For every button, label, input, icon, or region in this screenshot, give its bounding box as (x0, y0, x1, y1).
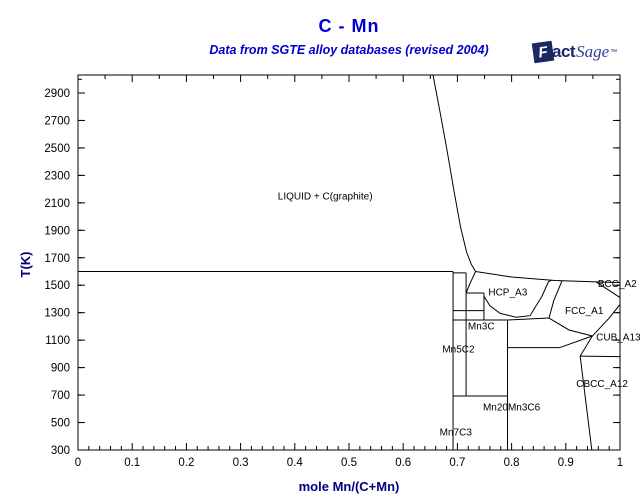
x-tick-label: 0.4 (287, 457, 304, 469)
boundary-fcc-mn23c6-top (507, 317, 550, 321)
boundary-fcc-cub-boundary (591, 304, 621, 337)
factsage-logo-fact-text: act (552, 42, 576, 61)
y-tick-label: 2300 (44, 170, 70, 182)
y-tick-label: 700 (51, 390, 70, 402)
boundary-bcc-fcc-boundary (595, 281, 621, 298)
x-tick-label: 0.9 (558, 457, 574, 469)
y-axis-title: T(K) (18, 252, 33, 278)
phase-label-bcc-a2: BCC_A2 (598, 279, 637, 290)
phase-label-mn5c2: Mn5C2 (442, 344, 475, 355)
trademark-symbol: ™ (610, 48, 618, 56)
boundary-liquidus-graphite (432, 74, 476, 272)
y-tick-label: 2500 (44, 143, 70, 155)
y-tick-label: 1900 (44, 225, 70, 237)
phase-label-mn20mn3c6: Mn20Mn3C6 (483, 403, 541, 414)
y-tick-label: 1300 (44, 308, 70, 320)
phase-label-mn7c3: Mn7C3 (440, 428, 473, 439)
boundary-cub-bottom-left (579, 335, 593, 357)
y-tick-label: 900 (51, 363, 70, 375)
y-tick-label: 300 (51, 445, 70, 457)
phase-label-hcp-a3: HCP_A3 (488, 288, 527, 299)
y-tick-label: 2100 (44, 198, 70, 210)
boundary-cbcc-left-slant (579, 356, 593, 451)
y-tick-label: 1700 (44, 253, 70, 265)
y-tick-label: 1100 (45, 335, 70, 347)
boundary-cub-sliver (559, 335, 593, 349)
phase-label-cbcc-a12: CBCC_A12 (576, 379, 628, 390)
chart-title: C - Mn (318, 16, 380, 36)
x-tick-label: 0.6 (395, 457, 411, 469)
plot-frame (77, 74, 621, 451)
boundary-hcp-left (465, 271, 477, 294)
x-axis-title: mole Mn/(C+Mn) (299, 479, 400, 494)
x-tick-label: 1 (617, 457, 623, 469)
y-tick-label: 1500 (44, 280, 70, 292)
x-tick-label: 0.7 (449, 457, 465, 469)
x-tick-label: 0 (75, 457, 81, 469)
chart-subtitle: Data from SGTE alloy databases (revised … (209, 43, 489, 57)
factsage-logo-square-icon: F (531, 40, 555, 64)
x-tick-label: 0.8 (504, 457, 520, 469)
x-tick-label: 0.1 (124, 457, 140, 469)
x-tick-label: 0.3 (233, 457, 249, 469)
boundary-cub-cbcc-boundary (580, 355, 621, 358)
factsage-logo-sage-text: Sage (576, 42, 610, 61)
y-tick-label: 2700 (44, 115, 70, 127)
boundary-hcp-bottom (483, 279, 552, 318)
phase-label-cub-a13: CUB_A13 (596, 332, 640, 343)
boundary-liquidus-mn (475, 270, 621, 284)
x-tick-label: 0.2 (178, 457, 194, 469)
phase-label-mn3c: Mn3C (468, 322, 495, 333)
y-tick-label: 2900 (44, 88, 70, 100)
x-tick-label: 0.5 (341, 457, 357, 469)
phase-label-liquid-c-graphite-: LIQUID + C(graphite) (278, 191, 373, 202)
y-tick-label: 500 (51, 418, 70, 430)
boundary-fcc-left (548, 280, 563, 319)
boundary-fcc-bottom (548, 317, 593, 337)
phase-label-fcc-a1: FCC_A1 (565, 306, 604, 317)
